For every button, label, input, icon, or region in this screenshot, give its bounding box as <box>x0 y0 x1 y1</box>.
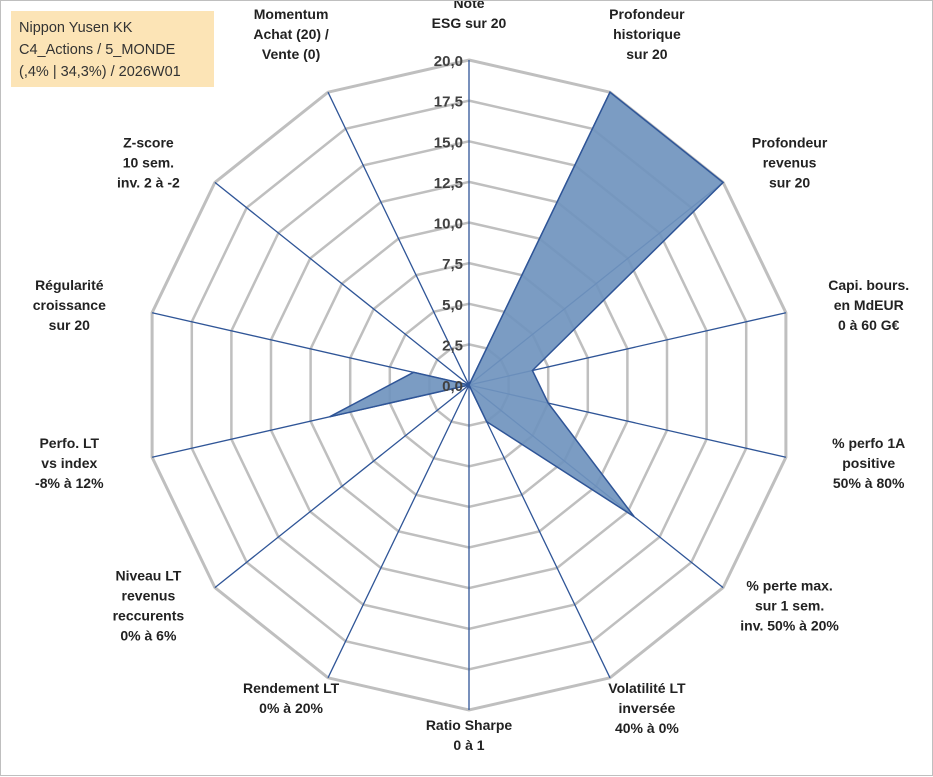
tick-layer: 0,0 2,5 5,0 7,5 10,0 12,5 15,0 17,5 20,0 <box>434 53 463 395</box>
axis-label-3-line-2: revenus <box>763 155 817 171</box>
axis-label-5-line-3: 50% à 80% <box>833 475 905 491</box>
axis-label-7-line-1: Volatilité LT <box>608 680 686 696</box>
axis-label-10: Niveau LT revenus reccurents 0% à 6% <box>113 567 185 643</box>
axis-label-10-line-2: revenus <box>122 587 176 603</box>
axis-label-11-line-2: vs index <box>41 455 97 471</box>
axis-label-9-line-1: Rendement LT <box>243 680 340 696</box>
axis-label-5-line-1: % perfo 1A <box>832 435 905 451</box>
label-layer: Note ESG sur 20 Profondeur historique sur 20… <box>33 1 909 753</box>
axis-label-14-line-2: Achat (20) / <box>253 26 329 42</box>
axis-label-7: Volatilité LT inversée 40% à 0% <box>608 680 686 736</box>
axis-label-13-line-1: Z-score <box>123 135 174 151</box>
axis-label-11: Perfo. LT vs index -8% à 12% <box>35 435 104 491</box>
tick-label-1: 2,5 <box>442 337 463 354</box>
axis-label-3-line-3: sur 20 <box>769 175 810 191</box>
axis-label-4-line-1: Capi. bours. <box>828 277 909 293</box>
axis-label-14-line-1: Momentum <box>254 6 329 22</box>
axis-spoke-9 <box>327 384 470 679</box>
axis-label-4-line-2: en MdEUR <box>834 297 904 313</box>
axis-label-9: Rendement LT 0% à 20% <box>243 680 340 716</box>
axis-label-2-line-1: Profondeur <box>609 6 685 22</box>
axis-label-10-line-3: reccurents <box>113 607 185 623</box>
tick-label-4: 10,0 <box>434 216 463 233</box>
title-line-1: Nippon Yusen KK <box>19 20 133 36</box>
axis-label-5-line-2: positive <box>842 455 895 471</box>
axis-label-2: Profondeur historique sur 20 <box>609 6 685 62</box>
axis-label-1-line-2: ESG sur 20 <box>432 15 507 31</box>
axis-label-8: Ratio Sharpe 0 à 1 <box>426 717 513 753</box>
axis-label-11-line-1: Perfo. LT <box>39 435 99 451</box>
axis-label-12: Régularité croissance sur 20 <box>33 277 106 333</box>
axis-label-5: % perfo 1A positive 50% à 80% <box>832 435 905 491</box>
axis-label-6-line-2: sur 1 sem. <box>755 597 824 613</box>
axis-label-13: Z-score 10 sem. inv. 2 à -2 <box>117 135 180 191</box>
axis-label-3-line-1: Profondeur <box>752 135 828 151</box>
title-line-3: (,4% | 34,3%) / 2026W01 <box>19 64 181 80</box>
axis-label-4-line-3: 0 à 60 G€ <box>838 317 900 333</box>
tick-label-0: 0,0 <box>442 378 463 395</box>
axis-label-8-line-2: 0 à 1 <box>453 737 484 753</box>
axis-label-10-line-4: 0% à 6% <box>120 627 177 643</box>
axis-label-13-line-2: 10 sem. <box>123 155 174 171</box>
axis-label-14: Momentum Achat (20) / Vente (0) <box>253 6 329 62</box>
tick-label-2: 5,0 <box>442 297 463 314</box>
tick-label-6: 15,0 <box>434 134 463 151</box>
title-box: Nippon Yusen KK C4_Actions / 5_MONDE (,4… <box>11 11 214 87</box>
axis-label-13-line-3: inv. 2 à -2 <box>117 175 180 191</box>
title-line-2: C4_Actions / 5_MONDE <box>19 42 176 58</box>
axis-spoke-10 <box>214 384 470 589</box>
axis-label-14-line-3: Vente (0) <box>262 46 320 62</box>
axis-label-6-line-3: inv. 50% à 20% <box>740 617 839 633</box>
axis-spoke-14 <box>327 91 470 386</box>
axis-label-7-line-3: 40% à 0% <box>615 720 679 736</box>
axis-label-9-line-2: 0% à 20% <box>259 700 323 716</box>
axis-label-6-line-1: % perte max. <box>746 577 832 593</box>
axis-label-10-line-1: Niveau LT <box>115 567 181 583</box>
axis-label-8-line-1: Ratio Sharpe <box>426 717 513 733</box>
axis-label-3: Profondeur revenus sur 20 <box>752 135 828 191</box>
axis-label-1: Note ESG sur 20 <box>432 1 507 31</box>
series-layer <box>329 91 725 518</box>
axis-label-1-line-1: Note <box>453 1 484 11</box>
axis-label-7-line-2: inversée <box>618 700 675 716</box>
axis-label-12-line-3: sur 20 <box>49 317 90 333</box>
axis-spoke-13 <box>214 181 470 386</box>
axis-label-4: Capi. bours. en MdEUR 0 à 60 G€ <box>828 277 909 333</box>
axis-label-2-line-3: sur 20 <box>626 46 667 62</box>
axis-label-12-line-1: Régularité <box>35 277 104 293</box>
tick-label-7: 17,5 <box>434 94 463 111</box>
axis-label-11-line-3: -8% à 12% <box>35 475 104 491</box>
tick-label-3: 7,5 <box>442 256 463 273</box>
axis-label-6: % perte max. sur 1 sem. inv. 50% à 20% <box>740 577 839 633</box>
tick-label-8: 20,0 <box>434 53 463 70</box>
axis-label-12-line-2: croissance <box>33 297 106 313</box>
tick-label-5: 12,5 <box>434 175 463 192</box>
series-area <box>329 91 725 518</box>
axis-spoke-7 <box>468 384 611 679</box>
axis-label-2-line-2: historique <box>613 26 681 42</box>
